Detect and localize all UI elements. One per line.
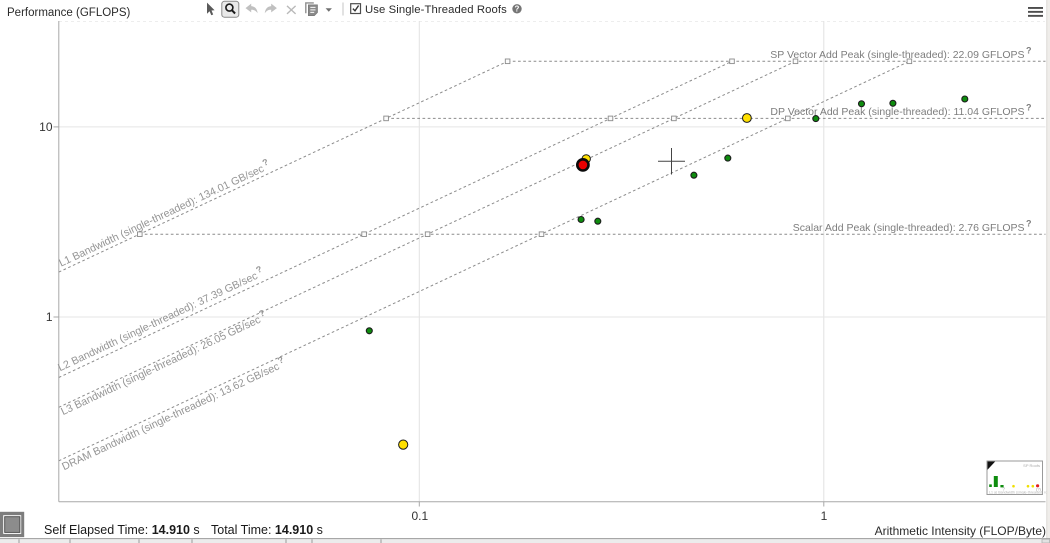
svg-text:DRAM Bandwidth (single-threade: DRAM Bandwidth (single-threaded): 13.62 … (59, 354, 288, 473)
svg-text:?: ? (1003, 487, 1006, 492)
svg-text:1: 1 (46, 310, 53, 324)
svg-text:0.1: 0.1 (411, 509, 428, 523)
svg-text:Arithmetic Intensity (FLOP/Byt: Arithmetic Intensity (FLOP/Byte) (875, 524, 1046, 538)
svg-text:Performance (GFLOPS): Performance (GFLOPS) (7, 7, 131, 19)
svg-text:SP Roofs: SP Roofs (1023, 463, 1040, 468)
svg-text:Total Time: 14.910 s: Total Time: 14.910 s (211, 523, 323, 537)
svg-text:L1 Bandwidth (single-threaded): L1 Bandwidth (single-threaded): 134.01 G… (56, 157, 273, 270)
svg-text:Scalar Add Peak (single-thread: Scalar Add Peak (single-threaded): 2.76 … (793, 218, 1032, 234)
svg-text:SP Vector Add Peak (single-thr: SP Vector Add Peak (single-threaded): 22… (770, 45, 1031, 61)
svg-text:Self Elapsed Time: 14.910 s: Self Elapsed Time: 14.910 s (44, 523, 200, 537)
svg-text:L2 Bandwidth (single-threaded): L2 Bandwidth (single-threaded): 37.39 GB… (55, 264, 266, 374)
svg-text:10: 10 (39, 120, 53, 134)
svg-text:1: 1 (821, 509, 828, 523)
svg-text:?: ? (515, 5, 520, 14)
svg-text:Use Single-Threaded Roofs: Use Single-Threaded Roofs (365, 4, 507, 16)
svg-text:L1 a) Bandwidth (single-thread: L1 a) Bandwidth (single-threaded) ro (989, 491, 1047, 495)
svg-text:(?): (?) (1036, 487, 1042, 492)
svg-text:DP Vector Add Peak (single-thr: DP Vector Add Peak (single-threaded): 11… (770, 103, 1031, 119)
